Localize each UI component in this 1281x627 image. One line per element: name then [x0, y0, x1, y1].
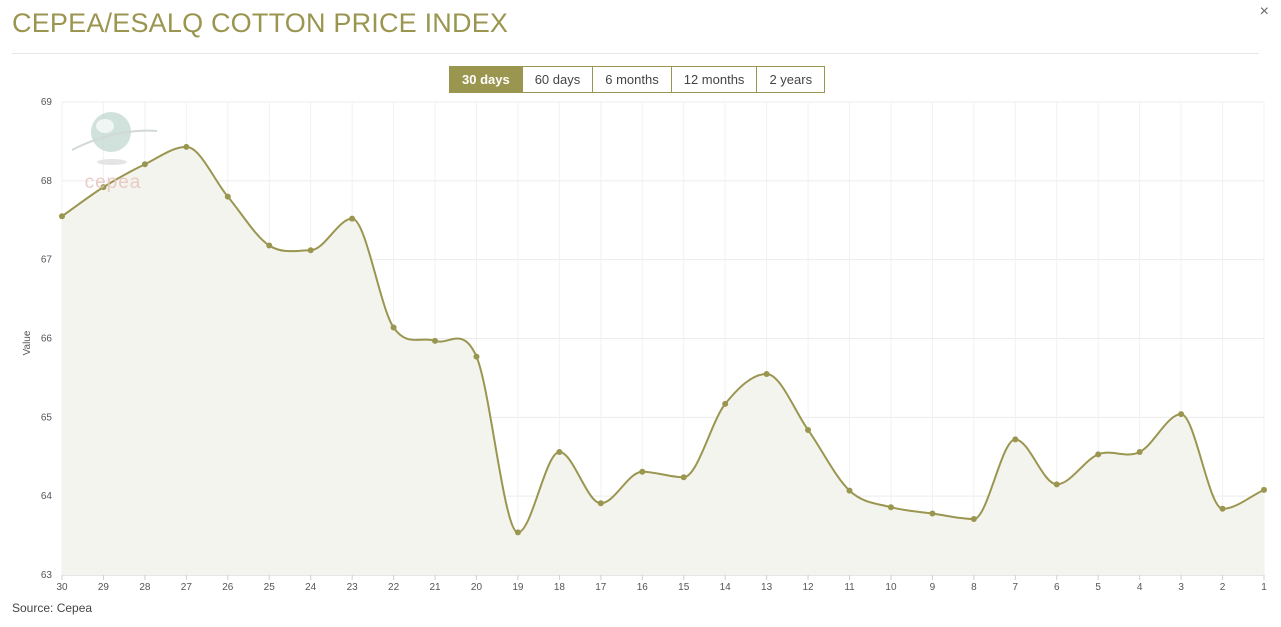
x-tick-label: 15: [678, 582, 690, 593]
data-point[interactable]: [887, 504, 894, 511]
data-point[interactable]: [1219, 505, 1226, 512]
y-tick-label: 68: [41, 176, 53, 187]
data-point[interactable]: [59, 213, 65, 220]
range-button-60-days[interactable]: 60 days: [521, 66, 594, 93]
data-point[interactable]: [970, 516, 977, 523]
data-point[interactable]: [183, 143, 190, 150]
data-point[interactable]: [1178, 411, 1185, 418]
range-selector: 30 days 60 days 6 months 12 months 2 yea…: [449, 66, 826, 93]
x-tick-label: 4: [1137, 582, 1143, 593]
x-tick-label: 22: [388, 582, 400, 593]
page-title: CEPEA/ESALQ COTTON PRICE INDEX: [12, 8, 509, 38]
data-point[interactable]: [597, 500, 604, 507]
y-tick-label: 63: [41, 570, 53, 581]
data-point[interactable]: [805, 426, 812, 433]
data-point[interactable]: [929, 510, 936, 517]
watermark-text: cepea: [85, 172, 142, 193]
x-tick-label: 21: [429, 582, 441, 593]
data-point[interactable]: [349, 215, 356, 222]
data-point[interactable]: [100, 184, 107, 191]
header-divider: [12, 53, 1259, 54]
x-tick-label: 19: [512, 582, 524, 593]
data-point[interactable]: [639, 468, 646, 475]
data-point[interactable]: [307, 247, 314, 254]
x-tick-label: 20: [471, 582, 483, 593]
data-point[interactable]: [473, 353, 480, 360]
y-tick-label: 65: [41, 412, 53, 423]
x-tick-label: 13: [761, 582, 773, 593]
range-button-12-months[interactable]: 12 months: [670, 66, 758, 93]
x-tick-label: 7: [1013, 582, 1019, 593]
y-axis-ticks: 63 64 65 66 67 68 69: [41, 97, 53, 581]
data-point[interactable]: [846, 487, 853, 494]
x-tick-label: 2: [1220, 582, 1226, 593]
x-tick-label: 17: [595, 582, 607, 593]
data-point[interactable]: [1053, 481, 1060, 488]
x-tick-label: 30: [56, 582, 68, 593]
y-tick-label: 64: [41, 491, 53, 502]
source-note: Source: Cepea: [12, 601, 93, 615]
data-point[interactable]: [514, 529, 521, 536]
x-tick-label: 11: [844, 582, 855, 593]
x-tick-label: 5: [1095, 582, 1101, 593]
data-point[interactable]: [390, 324, 397, 331]
y-tick-label: 67: [41, 255, 53, 266]
x-tick-label: 27: [181, 582, 193, 593]
x-tick-label: 9: [930, 582, 936, 593]
x-tick-label: 3: [1178, 582, 1184, 593]
data-point[interactable]: [680, 474, 687, 481]
y-tick-label: 69: [41, 97, 53, 108]
data-point[interactable]: [432, 337, 439, 344]
data-point[interactable]: [722, 400, 729, 407]
range-button-30-days[interactable]: 30 days: [449, 66, 523, 93]
data-point[interactable]: [1095, 451, 1102, 458]
series-area: [62, 146, 1264, 575]
x-tick-label: 8: [971, 582, 977, 593]
x-tick-label: 26: [222, 582, 234, 593]
data-point[interactable]: [1012, 436, 1019, 443]
data-point[interactable]: [763, 370, 770, 377]
data-point[interactable]: [224, 193, 231, 200]
x-tick-label: 10: [885, 582, 897, 593]
x-tick-label: 14: [720, 582, 732, 593]
data-point[interactable]: [556, 449, 563, 456]
range-button-2-years[interactable]: 2 years: [756, 66, 826, 93]
data-point[interactable]: [1136, 449, 1143, 456]
data-point[interactable]: [1261, 486, 1267, 493]
data-point[interactable]: [141, 161, 148, 168]
x-tick-label: 23: [347, 582, 359, 593]
close-icon[interactable]: ×: [1259, 3, 1269, 20]
y-axis-label: Value: [22, 330, 33, 355]
x-tick-label: 12: [803, 582, 815, 593]
x-axis-ticks: 30 29 28 27 26 25 24 23 22 21 20 19 18 17 16 15 14 13 12 11…: [56, 575, 1267, 593]
cepea-watermark: cepea: [71, 112, 158, 193]
x-tick-label: 29: [98, 582, 110, 593]
x-tick-label: 6: [1054, 582, 1060, 593]
x-tick-label: 1: [1261, 582, 1267, 593]
y-tick-label: 66: [41, 334, 53, 345]
x-tick-label: 25: [264, 582, 276, 593]
x-tick-label: 24: [305, 582, 317, 593]
x-tick-label: 16: [637, 582, 649, 593]
range-button-6-months[interactable]: 6 months: [592, 66, 672, 93]
x-tick-label: 18: [554, 582, 566, 593]
data-point[interactable]: [266, 242, 273, 249]
data-points: [59, 143, 1267, 536]
x-tick-label: 28: [139, 582, 151, 593]
